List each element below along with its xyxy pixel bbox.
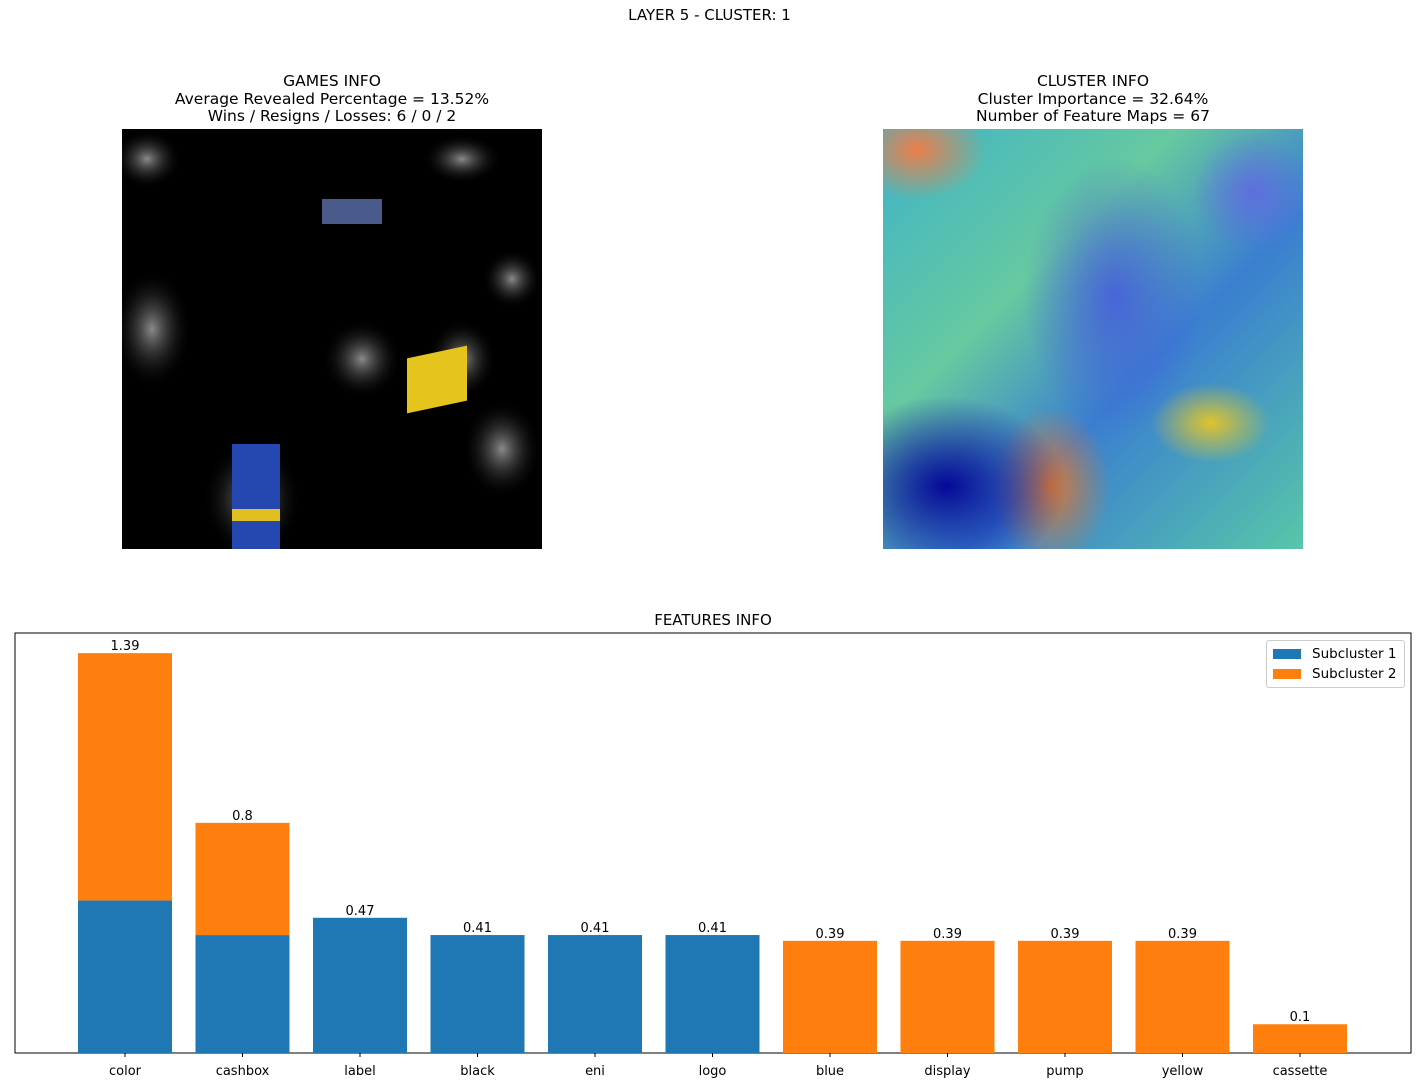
x-tick-label-yellow: yellow [1162,1064,1204,1079]
bars-group [78,653,1347,1053]
bar-logo-subcluster-1 [665,935,760,1053]
legend-item-subcluster-1: Subcluster 1 [1273,646,1397,662]
bar-label-subcluster-1 [313,917,407,1053]
data-label-label: 0.47 [346,904,375,919]
bar-color-subcluster-2 [78,653,172,901]
bar-yellow-subcluster-2 [1135,940,1230,1053]
bar-display-subcluster-2 [900,940,995,1053]
bar-cassette-subcluster-2 [1253,1024,1347,1053]
x-tick-label-cashbox: cashbox [216,1064,270,1079]
data-label-cashbox: 0.8 [232,809,253,824]
data-label-pump: 0.39 [1051,927,1080,942]
data-label-eni: 0.41 [581,921,610,936]
x-tick-label-color: color [109,1064,142,1079]
bar-cashbox-subcluster-2 [195,822,290,936]
games-info-header: GAMES INFO Average Revealed Percentage =… [122,72,542,126]
x-tick-label-pump: pump [1046,1064,1083,1079]
x-tick-label-eni: eni [585,1064,605,1079]
data-label-black: 0.41 [463,921,492,936]
bar-black-subcluster-1 [430,935,525,1053]
bar-color-subcluster-1 [78,900,172,1053]
games-revealed-image [122,129,542,549]
data-label-logo: 0.41 [698,921,727,936]
chart-title: FEATURES INFO [654,611,772,629]
x-tick-label-label: label [344,1064,375,1079]
cluster-importance: Cluster Importance = 32.64% [977,89,1209,108]
legend: Subcluster 1 Subcluster 2 [1266,640,1405,688]
figure-title: LAYER 5 - CLUSTER: 1 [628,6,791,24]
data-label-display: 0.39 [933,927,962,942]
x-tick-label-cassette: cassette [1273,1064,1328,1079]
number-of-feature-maps: Number of Feature Maps = 67 [976,107,1210,125]
data-label-yellow: 0.39 [1168,927,1197,942]
cluster-heatmap-image [883,129,1303,549]
x-tick-label-black: black [460,1064,495,1079]
legend-label-subcluster-2: Subcluster 2 [1312,666,1397,682]
bar-blue-subcluster-2 [783,940,877,1053]
x-tick-label-logo: logo [699,1064,727,1079]
legend-swatch-subcluster-1 [1273,649,1301,659]
revealed-fuel-pump-image [122,129,542,549]
legend-item-subcluster-2: Subcluster 2 [1273,666,1397,682]
cluster-info-header: CLUSTER INFO Cluster Importance = 32.64%… [883,72,1303,126]
cluster-info-title: CLUSTER INFO [1036,72,1150,90]
bar-eni-subcluster-1 [548,935,642,1053]
data-label-color: 1.39 [111,639,140,654]
x-tick-label-display: display [924,1064,970,1079]
legend-label-subcluster-1: Subcluster 1 [1312,646,1397,662]
average-revealed-percentage: Average Revealed Percentage = 13.52% [174,89,490,108]
legend-swatch-subcluster-2 [1273,669,1301,679]
games-info-title: GAMES INFO [283,72,381,90]
data-label-cassette: 0.1 [1290,1010,1311,1025]
wins-resigns-losses: Wins / Resigns / Losses: 6 / 0 / 2 [207,107,457,125]
bar-pump-subcluster-2 [1018,940,1112,1053]
bar-cashbox-subcluster-1 [195,935,290,1053]
data-label-blue: 0.39 [816,927,845,942]
labels-group: 1.39 color 0.8 cashbox 0.47 label 0.41 black 0.4… [109,639,1327,1079]
x-tick-label-blue: blue [816,1064,844,1079]
